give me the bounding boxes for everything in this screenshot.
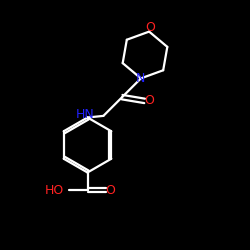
Text: O: O [145, 94, 154, 108]
Text: O: O [105, 184, 115, 196]
Text: N: N [136, 72, 145, 85]
Text: HN: HN [76, 108, 95, 121]
Text: O: O [146, 21, 155, 34]
Text: HO: HO [44, 184, 64, 196]
